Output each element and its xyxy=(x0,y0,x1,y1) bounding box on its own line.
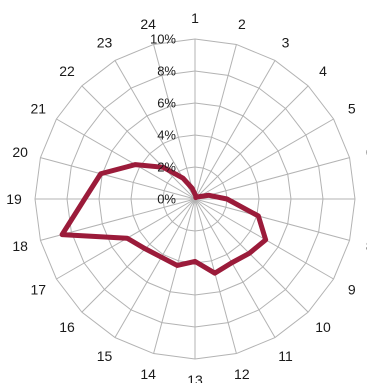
grid-spoke xyxy=(194,60,276,200)
series-line xyxy=(59,162,269,276)
category-label: 2 xyxy=(238,16,246,32)
category-label: 21 xyxy=(30,101,46,117)
grid-spoke xyxy=(153,198,196,354)
grid-spoke xyxy=(56,118,196,200)
category-label: 12 xyxy=(234,366,250,382)
category-label: 24 xyxy=(140,16,156,32)
category-label: 11 xyxy=(278,348,293,364)
radial-tick-label: 6% xyxy=(157,96,176,111)
category-label: 18 xyxy=(12,238,28,254)
category-label: 16 xyxy=(59,319,75,335)
series-layer xyxy=(59,162,269,276)
grid-spoke xyxy=(81,198,196,313)
grid-spoke xyxy=(194,85,309,200)
grid-spoke xyxy=(114,198,196,338)
grid-spoke xyxy=(153,44,196,200)
category-label: 15 xyxy=(97,348,113,364)
category-label: 13 xyxy=(187,372,203,383)
radial-tick-label: 2% xyxy=(157,160,176,175)
radial-tick-label: 8% xyxy=(157,64,176,79)
category-labels: 123456789101112131415161718192021222324 xyxy=(6,10,367,383)
grid-spoke xyxy=(194,198,276,338)
radial-tick-label: 4% xyxy=(157,128,176,143)
category-label: 10 xyxy=(315,319,331,335)
grid-spoke xyxy=(194,157,350,200)
grid-spoke xyxy=(81,85,196,200)
category-label: 4 xyxy=(319,63,327,79)
category-label: 1 xyxy=(191,10,199,26)
category-label: 19 xyxy=(6,191,22,207)
category-label: 8 xyxy=(366,238,367,254)
radial-tick-labels: 0% 2% 4% 6% 8% 10% xyxy=(150,32,176,207)
category-label: 20 xyxy=(12,144,28,160)
grid-spoke xyxy=(194,44,237,200)
radial-tick-label: 0% xyxy=(157,192,176,207)
category-label: 3 xyxy=(282,34,290,50)
grid-spoke xyxy=(194,198,350,241)
grid-spoke xyxy=(194,198,237,354)
grid-spoke xyxy=(194,118,334,200)
category-label: 23 xyxy=(97,34,113,50)
grid-spoke xyxy=(194,198,309,313)
category-label: 22 xyxy=(59,63,75,79)
category-label: 6 xyxy=(366,144,367,160)
radial-tick-label: 10% xyxy=(150,32,176,47)
category-label: 14 xyxy=(140,366,156,382)
grid-spoke xyxy=(40,157,196,200)
category-label: 9 xyxy=(348,282,356,298)
category-label: 17 xyxy=(30,282,46,298)
category-label: 5 xyxy=(348,101,356,117)
